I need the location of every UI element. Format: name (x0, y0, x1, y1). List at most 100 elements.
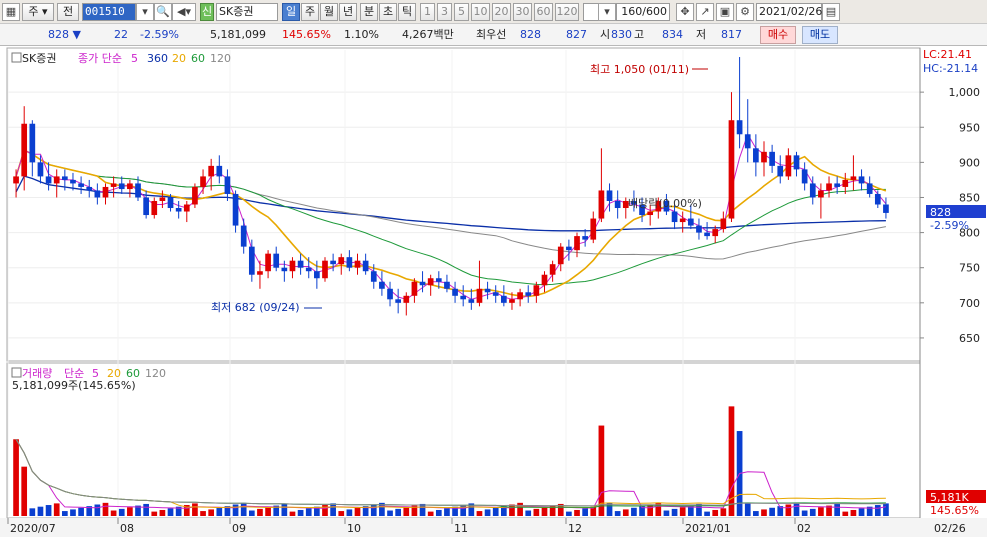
candle-body (818, 190, 824, 198)
grid-icon[interactable]: ▦ (2, 3, 20, 21)
ma360-line (15, 175, 886, 232)
pane-settings-icon[interactable] (11, 52, 22, 63)
candle-body (826, 183, 832, 191)
volume-bar (549, 505, 556, 516)
volume-bar (574, 509, 580, 516)
interval-20[interactable]: 20 (492, 3, 511, 21)
candle-body (517, 292, 523, 300)
dropdown-arrow-icon[interactable]: ▾ (136, 3, 154, 21)
settings-icon[interactable]: ⚙ (736, 3, 754, 21)
y-tick-label: 1,000 (949, 86, 981, 99)
ask-price: 828 (520, 28, 541, 41)
candle-body (704, 232, 710, 237)
candle-body (566, 246, 572, 251)
ma-legend-5: 5 (131, 52, 138, 65)
candle-body (696, 225, 702, 233)
interval-1[interactable]: 1 (420, 3, 435, 21)
volume-bar (631, 507, 637, 516)
interval-3[interactable]: 3 (437, 3, 452, 21)
vol-ma-legend-60: 60 (126, 367, 140, 380)
volume-bar (240, 502, 247, 516)
vol-ma120-line (15, 439, 886, 507)
trend-icon[interactable]: ↗ (696, 3, 714, 21)
candle-body (671, 211, 678, 223)
interval-10[interactable]: 10 (471, 3, 490, 21)
volume-bar (61, 511, 68, 516)
high-label: 고 (634, 28, 645, 41)
save-icon[interactable]: ▣ (716, 3, 734, 21)
volume-pane (6, 362, 921, 519)
candle-body (370, 271, 377, 282)
candle-body (557, 246, 564, 265)
candle-body (761, 151, 767, 163)
volume-value: 5,181,099 (210, 28, 266, 41)
volume-bar (874, 505, 881, 516)
chevron-down-icon[interactable]: ▾ (598, 3, 616, 21)
candle-body (21, 123, 28, 177)
price-legend-prefix: 종가 단순 (78, 52, 122, 65)
candle-body (314, 271, 320, 279)
candle-body (183, 204, 190, 212)
volume-bar (127, 507, 133, 516)
x-tick-label: 2020/07 (10, 522, 56, 535)
timeframe-day[interactable]: 일 (282, 3, 300, 21)
buy-button[interactable]: 매수 (760, 26, 796, 44)
current-pct-tag: -2.59% (930, 219, 969, 232)
candle-body (379, 281, 385, 289)
interval-5[interactable]: 5 (454, 3, 469, 21)
volume-bar (468, 503, 475, 516)
timeframe-minute[interactable]: 분 (360, 3, 378, 21)
candle-body (736, 120, 743, 135)
candle-body (525, 292, 532, 296)
interval-60[interactable]: 60 (534, 3, 553, 21)
volume-bar (655, 502, 662, 516)
interval-30[interactable]: 30 (513, 3, 532, 21)
volume-bar (143, 503, 149, 516)
timeframe-week[interactable]: 주 (301, 3, 319, 21)
crosshair-icon[interactable]: ✥ (676, 3, 694, 21)
candle-body (492, 292, 499, 296)
timeframe-year[interactable]: 년 (339, 3, 357, 21)
interval-120[interactable]: 120 (555, 3, 579, 21)
volume-bar (314, 506, 320, 516)
price-change: 22 (114, 28, 128, 41)
candle-body (78, 183, 84, 187)
volume-bar (793, 502, 800, 516)
candle-body (606, 190, 613, 201)
candlesticks (13, 57, 889, 316)
current-price: 828 ▼ (48, 28, 81, 41)
candle-body (411, 281, 418, 296)
timeframe-tick[interactable]: 틱 (398, 3, 416, 21)
volume-bar (118, 508, 125, 516)
volume-bar (37, 506, 44, 516)
date-axis-labels: 2020/07 08 09 10 11 12 2021/01 02 (7, 518, 811, 535)
volume-bar (753, 511, 759, 516)
search-icon[interactable]: 🔍 (154, 3, 172, 21)
timeframe-second[interactable]: 초 (379, 3, 397, 21)
candle-body (460, 295, 467, 300)
candle-body (362, 260, 369, 272)
timeframe-month[interactable]: 월 (320, 3, 338, 21)
candle-body (395, 299, 402, 303)
best-price-label: 최우선 (476, 28, 507, 41)
date-field[interactable]: 2021/02/26 (756, 3, 822, 21)
volume-bar (671, 508, 678, 516)
sell-button[interactable]: 매도 (802, 26, 838, 44)
jeon-button[interactable]: 전 (57, 3, 79, 21)
period-dropdown[interactable]: 주 ▾ (22, 3, 54, 21)
ma-legend-20: 20 (172, 52, 186, 65)
ma-legend-60: 60 (191, 52, 205, 65)
hc-label: HC:-21.14 (923, 62, 978, 75)
candle-body (200, 176, 206, 187)
sound-icon[interactable]: ◀▾ (172, 3, 196, 21)
volume-bar (387, 510, 393, 516)
calendar-icon[interactable]: ▤ (822, 3, 840, 21)
data-count-field[interactable]: 160/600 (616, 3, 670, 21)
volume-settings-icon[interactable] (11, 367, 22, 378)
stock-code-input[interactable]: 001510 (82, 3, 136, 21)
volume-bar (110, 510, 117, 516)
candle-body (232, 193, 239, 226)
candle-body (216, 165, 223, 177)
candle-body (118, 183, 125, 190)
